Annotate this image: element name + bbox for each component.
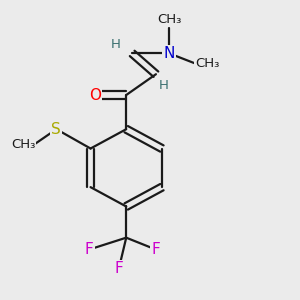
Text: H: H [111, 38, 121, 51]
Text: H: H [158, 79, 168, 92]
Text: F: F [85, 242, 93, 257]
Text: S: S [52, 122, 61, 137]
Text: F: F [114, 261, 123, 276]
Text: O: O [89, 88, 101, 103]
Text: F: F [152, 242, 160, 257]
Text: N: N [164, 46, 175, 61]
Text: CH₃: CH₃ [195, 57, 220, 70]
Text: CH₃: CH₃ [11, 138, 35, 151]
Text: CH₃: CH₃ [157, 13, 182, 26]
